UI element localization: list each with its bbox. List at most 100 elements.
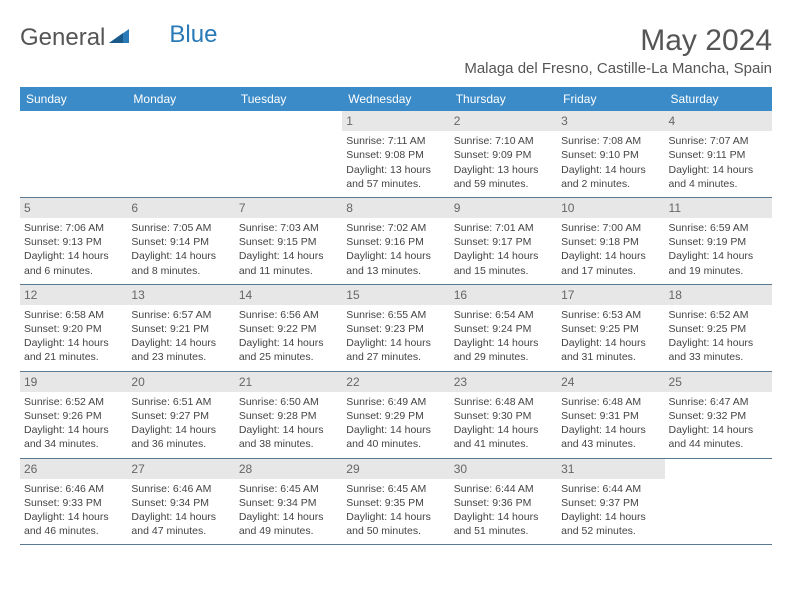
daylight-text: Daylight: 14 hours and 25 minutes. xyxy=(239,336,338,364)
sunrise-text: Sunrise: 6:55 AM xyxy=(346,308,445,322)
day-number: 30 xyxy=(450,459,557,479)
calendar-week-row: 1Sunrise: 7:11 AMSunset: 9:08 PMDaylight… xyxy=(20,111,772,197)
sunrise-text: Sunrise: 6:48 AM xyxy=(454,395,553,409)
daylight-text: Daylight: 14 hours and 50 minutes. xyxy=(346,510,445,538)
sunset-text: Sunset: 9:13 PM xyxy=(24,235,123,249)
day-number: 23 xyxy=(450,372,557,392)
day-number: 28 xyxy=(235,459,342,479)
sunset-text: Sunset: 9:36 PM xyxy=(454,496,553,510)
day-number: 3 xyxy=(557,111,664,131)
daylight-text: Daylight: 14 hours and 11 minutes. xyxy=(239,249,338,277)
day-number: 22 xyxy=(342,372,449,392)
calendar-day-cell xyxy=(235,111,342,197)
sunrise-text: Sunrise: 6:45 AM xyxy=(346,482,445,496)
calendar-day-cell: 14Sunrise: 6:56 AMSunset: 9:22 PMDayligh… xyxy=(235,284,342,371)
sunrise-text: Sunrise: 6:52 AM xyxy=(24,395,123,409)
daylight-text: Daylight: 14 hours and 13 minutes. xyxy=(346,249,445,277)
calendar-day-cell: 20Sunrise: 6:51 AMSunset: 9:27 PMDayligh… xyxy=(127,371,234,458)
daylight-text: Daylight: 14 hours and 41 minutes. xyxy=(454,423,553,451)
sunset-text: Sunset: 9:35 PM xyxy=(346,496,445,510)
logo-triangle-icon xyxy=(109,24,131,52)
sunrise-text: Sunrise: 7:00 AM xyxy=(561,221,660,235)
calendar-day-cell: 19Sunrise: 6:52 AMSunset: 9:26 PMDayligh… xyxy=(20,371,127,458)
calendar-day-cell: 18Sunrise: 6:52 AMSunset: 9:25 PMDayligh… xyxy=(665,284,772,371)
daylight-text: Daylight: 14 hours and 31 minutes. xyxy=(561,336,660,364)
weekday-header: Monday xyxy=(127,87,234,111)
daylight-text: Daylight: 14 hours and 15 minutes. xyxy=(454,249,553,277)
sunrise-text: Sunrise: 6:48 AM xyxy=(561,395,660,409)
calendar-day-cell: 27Sunrise: 6:46 AMSunset: 9:34 PMDayligh… xyxy=(127,458,234,545)
calendar-day-cell: 23Sunrise: 6:48 AMSunset: 9:30 PMDayligh… xyxy=(450,371,557,458)
sunrise-text: Sunrise: 7:05 AM xyxy=(131,221,230,235)
sunrise-text: Sunrise: 6:52 AM xyxy=(669,308,768,322)
daylight-text: Daylight: 14 hours and 49 minutes. xyxy=(239,510,338,538)
day-number: 20 xyxy=(127,372,234,392)
sunset-text: Sunset: 9:34 PM xyxy=(131,496,230,510)
calendar-day-cell: 7Sunrise: 7:03 AMSunset: 9:15 PMDaylight… xyxy=(235,197,342,284)
day-number: 12 xyxy=(20,285,127,305)
calendar-day-cell: 26Sunrise: 6:46 AMSunset: 9:33 PMDayligh… xyxy=(20,458,127,545)
sunrise-text: Sunrise: 7:01 AM xyxy=(454,221,553,235)
day-number: 5 xyxy=(20,198,127,218)
day-number: 16 xyxy=(450,285,557,305)
daylight-text: Daylight: 13 hours and 59 minutes. xyxy=(454,163,553,191)
calendar-day-cell: 4Sunrise: 7:07 AMSunset: 9:11 PMDaylight… xyxy=(665,111,772,197)
sunrise-text: Sunrise: 6:57 AM xyxy=(131,308,230,322)
calendar-day-cell: 13Sunrise: 6:57 AMSunset: 9:21 PMDayligh… xyxy=(127,284,234,371)
day-number: 13 xyxy=(127,285,234,305)
sunset-text: Sunset: 9:11 PM xyxy=(669,148,768,162)
weekday-header: Thursday xyxy=(450,87,557,111)
calendar-day-cell: 12Sunrise: 6:58 AMSunset: 9:20 PMDayligh… xyxy=(20,284,127,371)
sunset-text: Sunset: 9:14 PM xyxy=(131,235,230,249)
sunrise-text: Sunrise: 6:51 AM xyxy=(131,395,230,409)
sunset-text: Sunset: 9:33 PM xyxy=(24,496,123,510)
sunset-text: Sunset: 9:26 PM xyxy=(24,409,123,423)
daylight-text: Daylight: 13 hours and 57 minutes. xyxy=(346,163,445,191)
sunset-text: Sunset: 9:08 PM xyxy=(346,148,445,162)
calendar-day-cell: 28Sunrise: 6:45 AMSunset: 9:34 PMDayligh… xyxy=(235,458,342,545)
day-number: 4 xyxy=(665,111,772,131)
daylight-text: Daylight: 14 hours and 29 minutes. xyxy=(454,336,553,364)
sunset-text: Sunset: 9:25 PM xyxy=(669,322,768,336)
sunset-text: Sunset: 9:16 PM xyxy=(346,235,445,249)
calendar-day-cell: 9Sunrise: 7:01 AMSunset: 9:17 PMDaylight… xyxy=(450,197,557,284)
title-block: May 2024 Malaga del Fresno, Castille-La … xyxy=(464,24,772,83)
day-number: 2 xyxy=(450,111,557,131)
location: Malaga del Fresno, Castille-La Mancha, S… xyxy=(464,60,772,77)
calendar-day-cell: 22Sunrise: 6:49 AMSunset: 9:29 PMDayligh… xyxy=(342,371,449,458)
sunrise-text: Sunrise: 6:50 AM xyxy=(239,395,338,409)
sunrise-text: Sunrise: 6:58 AM xyxy=(24,308,123,322)
sunset-text: Sunset: 9:21 PM xyxy=(131,322,230,336)
daylight-text: Daylight: 14 hours and 40 minutes. xyxy=(346,423,445,451)
sunset-text: Sunset: 9:28 PM xyxy=(239,409,338,423)
calendar-day-cell xyxy=(127,111,234,197)
daylight-text: Daylight: 14 hours and 43 minutes. xyxy=(561,423,660,451)
sunrise-text: Sunrise: 7:10 AM xyxy=(454,134,553,148)
sunset-text: Sunset: 9:18 PM xyxy=(561,235,660,249)
sunset-text: Sunset: 9:37 PM xyxy=(561,496,660,510)
logo-text-2: Blue xyxy=(169,21,217,49)
sunset-text: Sunset: 9:10 PM xyxy=(561,148,660,162)
calendar-day-cell: 10Sunrise: 7:00 AMSunset: 9:18 PMDayligh… xyxy=(557,197,664,284)
day-number: 14 xyxy=(235,285,342,305)
sunrise-text: Sunrise: 7:07 AM xyxy=(669,134,768,148)
logo-text-1: General xyxy=(20,24,105,52)
sunrise-text: Sunrise: 6:46 AM xyxy=(24,482,123,496)
daylight-text: Daylight: 14 hours and 33 minutes. xyxy=(669,336,768,364)
calendar-week-row: 12Sunrise: 6:58 AMSunset: 9:20 PMDayligh… xyxy=(20,284,772,371)
daylight-text: Daylight: 14 hours and 36 minutes. xyxy=(131,423,230,451)
calendar-table: SundayMondayTuesdayWednesdayThursdayFrid… xyxy=(20,87,772,545)
sunrise-text: Sunrise: 6:49 AM xyxy=(346,395,445,409)
sunset-text: Sunset: 9:24 PM xyxy=(454,322,553,336)
sunset-text: Sunset: 9:17 PM xyxy=(454,235,553,249)
logo: General Blue xyxy=(20,24,217,52)
daylight-text: Daylight: 14 hours and 46 minutes. xyxy=(24,510,123,538)
daylight-text: Daylight: 14 hours and 47 minutes. xyxy=(131,510,230,538)
day-number: 11 xyxy=(665,198,772,218)
month-title: May 2024 xyxy=(464,24,772,58)
day-number: 1 xyxy=(342,111,449,131)
sunrise-text: Sunrise: 6:53 AM xyxy=(561,308,660,322)
daylight-text: Daylight: 14 hours and 44 minutes. xyxy=(669,423,768,451)
sunset-text: Sunset: 9:34 PM xyxy=(239,496,338,510)
calendar-day-cell: 17Sunrise: 6:53 AMSunset: 9:25 PMDayligh… xyxy=(557,284,664,371)
